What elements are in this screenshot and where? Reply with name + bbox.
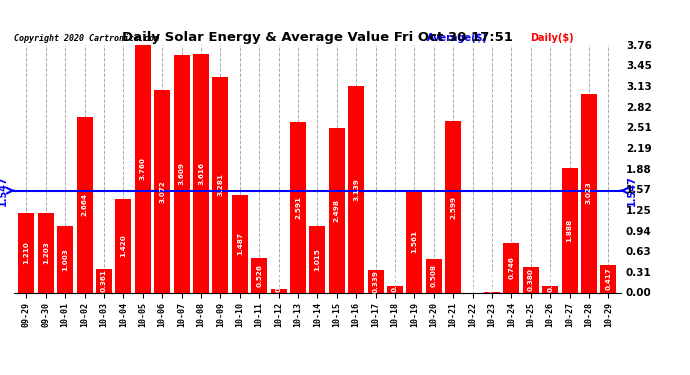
Text: 0.526: 0.526 — [256, 264, 262, 287]
Text: 3.609: 3.609 — [179, 162, 185, 185]
Bar — [329, 128, 345, 292]
Bar — [368, 270, 384, 292]
Bar — [426, 259, 442, 292]
Title: Daily Solar Energy & Average Value Fri Oct 30 17:51: Daily Solar Energy & Average Value Fri O… — [122, 31, 513, 44]
Text: 0.092: 0.092 — [392, 269, 398, 292]
Bar — [77, 117, 92, 292]
Bar — [387, 286, 403, 292]
Text: 0.417: 0.417 — [605, 267, 611, 290]
Text: 0.746: 0.746 — [509, 256, 514, 279]
Text: 2.599: 2.599 — [450, 195, 456, 219]
Bar — [213, 76, 228, 292]
Bar — [270, 290, 286, 292]
Text: Average($): Average($) — [426, 33, 488, 42]
Bar — [348, 86, 364, 292]
Text: 0.361: 0.361 — [101, 269, 107, 292]
Bar — [309, 226, 326, 292]
Text: 1.420: 1.420 — [121, 234, 126, 257]
Bar — [19, 213, 34, 292]
Text: 0.508: 0.508 — [431, 264, 437, 287]
Text: 1.203: 1.203 — [43, 242, 49, 264]
Text: 0.048: 0.048 — [275, 269, 282, 292]
Text: 1.015: 1.015 — [315, 248, 320, 270]
Bar — [174, 55, 190, 292]
Text: 1.210: 1.210 — [23, 241, 30, 264]
Bar — [57, 226, 73, 292]
Bar — [445, 122, 461, 292]
Text: Copyright 2020 Cartronics.com: Copyright 2020 Cartronics.com — [14, 33, 159, 42]
Text: 1.547: 1.547 — [0, 175, 8, 206]
Bar — [542, 286, 558, 292]
Bar — [38, 213, 54, 292]
Text: 2.591: 2.591 — [295, 196, 301, 219]
Bar — [581, 93, 597, 292]
Text: 3.281: 3.281 — [217, 173, 224, 196]
Text: 1.547: 1.547 — [627, 175, 637, 206]
Text: 0.339: 0.339 — [373, 270, 379, 293]
Text: 3.616: 3.616 — [198, 162, 204, 185]
Bar — [251, 258, 267, 292]
Text: 0.000: 0.000 — [470, 269, 475, 292]
Text: 1.487: 1.487 — [237, 232, 243, 255]
Bar — [562, 168, 578, 292]
Text: 3.072: 3.072 — [159, 180, 165, 203]
Bar — [135, 45, 150, 292]
Bar — [290, 122, 306, 292]
Text: 0.098: 0.098 — [547, 269, 553, 292]
Text: 1.888: 1.888 — [566, 219, 573, 242]
Bar — [600, 265, 616, 292]
Bar — [193, 54, 209, 292]
Bar — [523, 267, 539, 292]
Text: 1.561: 1.561 — [411, 230, 417, 253]
Bar — [155, 90, 170, 292]
Text: 2.664: 2.664 — [81, 194, 88, 216]
Text: 3.023: 3.023 — [586, 182, 592, 204]
Text: Daily($): Daily($) — [530, 33, 573, 42]
Text: 0.011: 0.011 — [489, 269, 495, 292]
Text: 2.498: 2.498 — [334, 199, 339, 222]
Text: 3.760: 3.760 — [140, 158, 146, 180]
Bar — [115, 199, 131, 292]
Bar — [504, 243, 520, 292]
Bar — [96, 269, 112, 292]
Bar — [232, 195, 248, 292]
Text: 1.003: 1.003 — [62, 248, 68, 271]
Bar — [406, 190, 422, 292]
Text: 3.139: 3.139 — [353, 178, 359, 201]
Text: 0.380: 0.380 — [528, 268, 534, 291]
